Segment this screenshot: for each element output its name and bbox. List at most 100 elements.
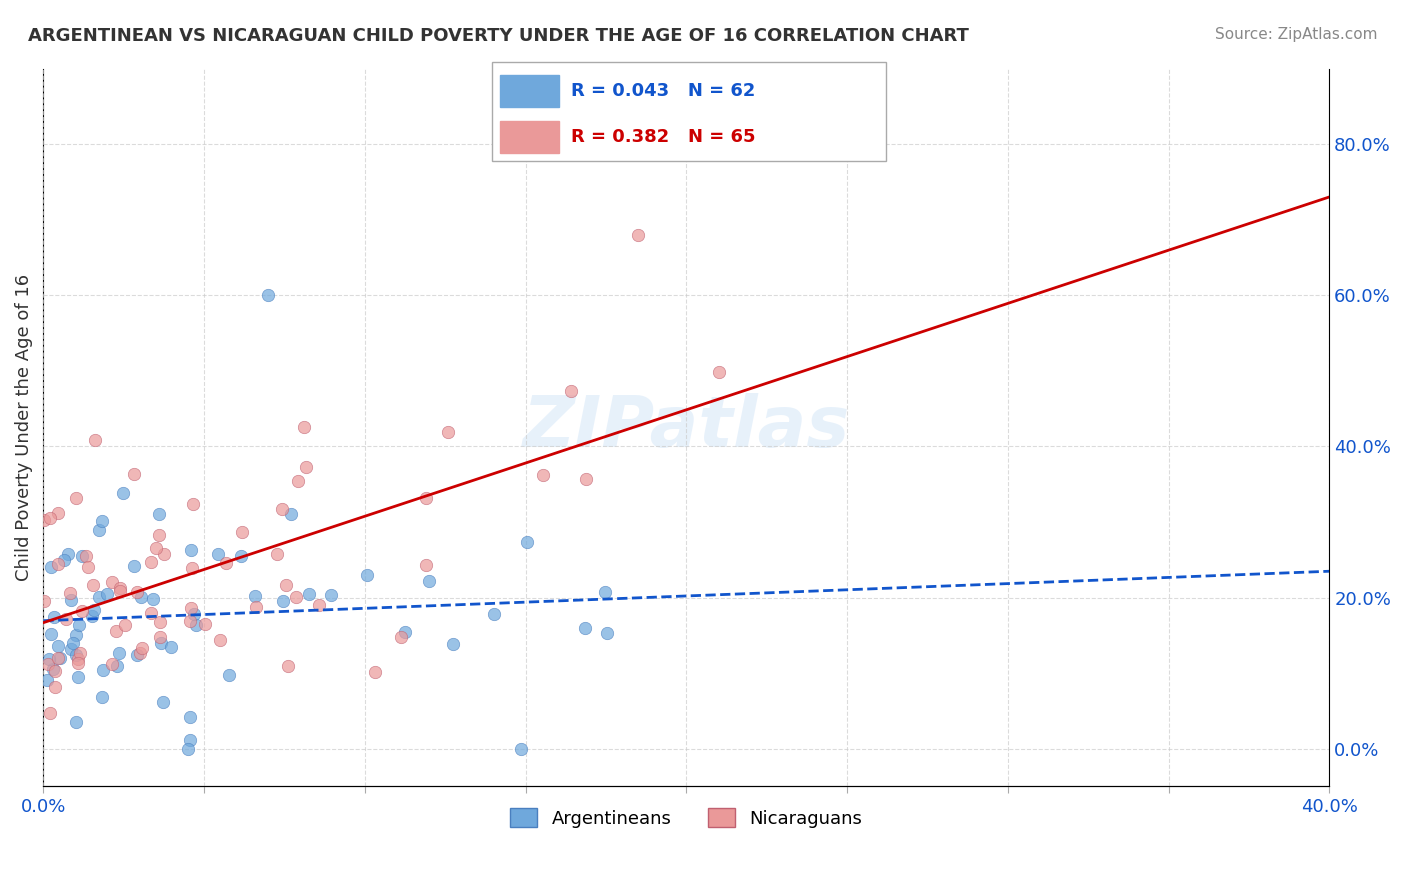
Point [560, 384, 582, 399]
Bar [501, 121, 560, 153]
Point [575, 471, 598, 485]
Point [65, 628, 87, 642]
Point [62, 636, 84, 650]
Point [595, 626, 617, 640]
Point [149, 615, 172, 629]
Point [114, 617, 136, 632]
Point [82, 577, 104, 591]
Point [593, 585, 616, 599]
Point [243, 589, 266, 603]
Point [280, 507, 302, 521]
Point [308, 598, 330, 612]
Point [150, 636, 173, 650]
Point [707, 365, 730, 379]
Point [415, 491, 437, 505]
Point [266, 547, 288, 561]
Text: Source: ZipAtlas.com: Source: ZipAtlas.com [1215, 27, 1378, 42]
Point [179, 733, 201, 747]
Point [180, 543, 202, 558]
Point [46, 639, 69, 653]
Point [441, 637, 464, 651]
Point [34, 594, 56, 608]
Point [59, 641, 82, 656]
Point [180, 561, 202, 575]
Point [627, 227, 650, 242]
Point [277, 659, 299, 673]
Point [194, 616, 217, 631]
Point [159, 640, 181, 655]
Point [139, 606, 162, 620]
Point [67, 617, 90, 632]
Point [96, 587, 118, 601]
Point [83, 603, 105, 617]
Point [129, 590, 152, 604]
Point [152, 695, 174, 709]
Point [179, 614, 201, 628]
Point [44, 664, 66, 678]
Point [209, 632, 232, 647]
Point [148, 528, 170, 542]
Point [87, 523, 110, 537]
Point [108, 584, 131, 599]
Point [295, 460, 318, 475]
Point [142, 591, 165, 606]
Text: R = 0.382   N = 65: R = 0.382 N = 65 [571, 128, 755, 146]
Point [76, 560, 98, 574]
Y-axis label: Child Poverty Under the Age of 16: Child Poverty Under the Age of 16 [15, 274, 32, 581]
Point [70, 603, 93, 617]
Point [574, 621, 596, 635]
Bar [501, 75, 560, 107]
Point [418, 574, 440, 588]
Point [80, 608, 103, 623]
Point [75, 549, 97, 564]
Point [148, 508, 170, 522]
Point [67, 670, 90, 684]
Point [218, 667, 240, 681]
Point [437, 425, 460, 439]
Point [42, 662, 65, 676]
Point [49, 651, 72, 665]
Point [122, 467, 145, 481]
Point [319, 588, 342, 602]
Point [389, 630, 412, 644]
Point [276, 578, 298, 592]
Point [181, 497, 204, 511]
Point [415, 558, 437, 573]
Point [145, 541, 167, 556]
Point [39, 627, 62, 641]
Point [292, 419, 315, 434]
Point [484, 607, 506, 621]
Point [516, 534, 538, 549]
Point [231, 524, 253, 539]
Text: ZIPatlas: ZIPatlas [523, 393, 851, 462]
Point [184, 618, 207, 632]
Point [394, 625, 416, 640]
Point [531, 467, 554, 482]
Point [271, 593, 294, 607]
Point [44, 609, 66, 624]
Point [65, 714, 87, 729]
Point [287, 474, 309, 488]
Point [55, 612, 77, 626]
Point [59, 593, 82, 607]
Point [108, 646, 131, 660]
Point [139, 555, 162, 569]
Point [46, 557, 69, 571]
Point [34, 513, 56, 527]
Point [214, 556, 236, 570]
Point [271, 501, 294, 516]
Point [124, 559, 146, 574]
Point [90, 514, 112, 528]
Point [125, 584, 148, 599]
Point [70, 549, 93, 563]
FancyBboxPatch shape [492, 62, 886, 161]
Point [111, 486, 134, 500]
Point [180, 601, 202, 615]
Text: ARGENTINEAN VS NICARAGUAN CHILD POVERTY UNDER THE AGE OF 16 CORRELATION CHART: ARGENTINEAN VS NICARAGUAN CHILD POVERTY … [28, 27, 969, 45]
Point [65, 648, 87, 662]
Point [66, 656, 89, 670]
Point [93, 663, 115, 677]
Text: R = 0.043   N = 62: R = 0.043 N = 62 [571, 82, 755, 100]
Point [59, 586, 82, 600]
Point [284, 590, 307, 604]
